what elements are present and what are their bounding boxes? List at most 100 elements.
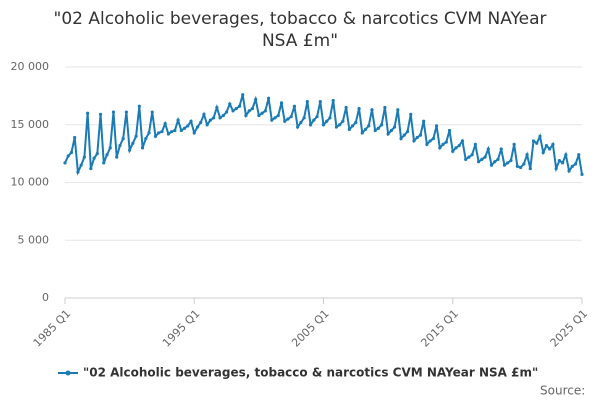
data-point (370, 108, 374, 112)
data-point (438, 146, 442, 150)
data-point (451, 149, 455, 153)
data-point (199, 120, 203, 125)
data-point (470, 153, 474, 157)
data-point (386, 132, 390, 136)
data-point (489, 163, 494, 167)
data-point (289, 115, 293, 119)
data-point (237, 104, 242, 108)
data-point (483, 155, 487, 159)
data-point (551, 142, 555, 146)
data-point (69, 150, 74, 155)
data-point (506, 161, 510, 165)
data-point (212, 116, 216, 120)
data-point (270, 118, 274, 122)
data-point (231, 109, 235, 113)
data-point (367, 124, 371, 128)
data-point (460, 139, 465, 143)
y-tick-label: 5 000 (18, 233, 50, 246)
data-point (557, 158, 561, 163)
data-point (538, 134, 542, 138)
data-point (302, 116, 306, 120)
data-point (457, 143, 461, 148)
data-point (166, 132, 170, 136)
data-point (124, 110, 128, 114)
data-point (425, 142, 429, 146)
data-point (86, 111, 90, 115)
data-point (134, 134, 138, 138)
data-point (541, 150, 545, 155)
data-point (441, 142, 445, 146)
data-point (350, 124, 355, 128)
data-point (502, 163, 507, 167)
data-point (431, 137, 435, 141)
data-point (79, 163, 83, 167)
y-tick-label: 15 000 (11, 118, 50, 131)
data-point (144, 137, 148, 141)
data-point (519, 165, 523, 170)
data-point (396, 108, 400, 112)
legend-label: "02 Alcoholic beverages, tobacco & narco… (83, 366, 538, 380)
data-point (477, 160, 481, 164)
data-point (412, 139, 416, 143)
data-point (254, 97, 258, 101)
data-point (509, 158, 513, 163)
data-point (422, 119, 426, 123)
data-point (82, 155, 86, 159)
data-point (535, 141, 539, 145)
data-point (580, 172, 584, 177)
data-point (305, 100, 309, 104)
data-point (283, 119, 287, 123)
data-point (92, 156, 96, 160)
data-point (115, 155, 119, 159)
data-point (208, 118, 213, 122)
data-point (548, 147, 552, 151)
data-point (376, 126, 381, 130)
data-point (105, 153, 109, 157)
data-point (121, 137, 125, 141)
data-point (147, 131, 151, 135)
data-point (202, 112, 206, 116)
data-point (73, 135, 77, 140)
data-point (363, 127, 368, 131)
x-tick-label: 1995 Q1 (160, 307, 203, 350)
data-point (315, 115, 319, 119)
data-point (528, 167, 532, 171)
data-point (318, 100, 322, 104)
data-point (418, 133, 423, 137)
data-point (464, 157, 468, 161)
data-point (467, 155, 471, 159)
data-point (531, 139, 536, 143)
data-point (399, 137, 403, 141)
data-point (157, 131, 161, 135)
data-point (554, 167, 558, 171)
x-tick-label: 2025 Q1 (548, 307, 591, 350)
data-point (544, 143, 549, 148)
data-point (102, 161, 106, 165)
data-point (567, 169, 571, 173)
x-tick-label: 2005 Q1 (289, 307, 332, 350)
data-point (409, 112, 413, 116)
x-tick-label: 1985 Q1 (31, 307, 74, 350)
y-tick-label: 10 000 (11, 176, 50, 189)
data-point (296, 125, 300, 129)
data-point (228, 102, 232, 106)
data-point (279, 101, 284, 105)
data-point (312, 118, 316, 122)
data-point (137, 104, 141, 108)
data-point (405, 130, 410, 134)
data-point (260, 111, 264, 115)
data-point (344, 105, 348, 110)
data-point (383, 105, 387, 110)
data-point (224, 110, 229, 114)
data-point (360, 131, 364, 135)
data-point (98, 112, 103, 116)
data-point (496, 157, 500, 161)
data-point (499, 147, 503, 151)
data-point (189, 119, 193, 123)
data-point (218, 116, 222, 120)
data-point (341, 119, 345, 123)
chart-title: "02 Alcoholic beverages, tobacco & narco… (53, 9, 547, 51)
data-point (321, 123, 326, 127)
data-point (247, 109, 251, 113)
